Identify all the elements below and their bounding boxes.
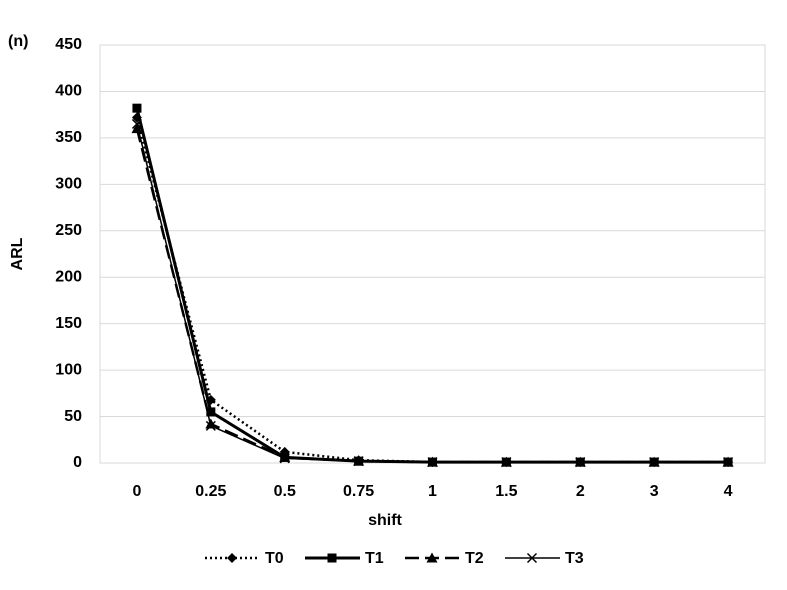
marker [206, 407, 216, 417]
x-tick-label: 2 [576, 483, 585, 500]
marker [575, 457, 586, 468]
legend-label: T3 [565, 550, 584, 567]
x-tick-label: 3 [650, 483, 659, 500]
x-tick-label: 0.25 [195, 483, 226, 500]
x-tick-label: 0.5 [274, 483, 296, 500]
y-tick-label: 100 [55, 361, 82, 378]
y-tick-label: 150 [55, 315, 82, 332]
plot-area [99, 44, 766, 464]
marker [205, 420, 216, 431]
legend-marker [227, 553, 237, 563]
legend-label: T2 [465, 550, 484, 567]
marker [132, 103, 142, 113]
marker [649, 457, 660, 468]
x-tick-label: 0.75 [343, 483, 374, 500]
legend-marker [426, 552, 438, 563]
y-axis-label: ARL [9, 237, 26, 270]
x-tick-label: 0 [132, 483, 141, 500]
y-tick-label: 400 [55, 83, 82, 100]
marker [723, 457, 734, 468]
marker [131, 118, 142, 129]
x-axis-label: shift [368, 512, 402, 529]
marker [353, 456, 364, 467]
marker [427, 457, 438, 468]
legend-label: T1 [365, 550, 384, 567]
legend-label: T0 [265, 550, 284, 567]
y-tick-label: 300 [55, 176, 82, 193]
y-tick-label: 200 [55, 268, 82, 285]
marker [131, 123, 143, 134]
y-tick-label: 0 [73, 454, 82, 471]
y-tick-label: 450 [55, 36, 82, 53]
series-line [135, 128, 729, 464]
y-tick-label: 350 [55, 129, 82, 146]
x-tick-label: 1 [428, 483, 437, 500]
marker [279, 451, 291, 462]
y-tick-label: 50 [64, 408, 82, 425]
x-tick-label: 1.5 [495, 483, 517, 500]
series-line [135, 107, 729, 464]
y-tick-label: 250 [55, 222, 82, 239]
annotation: (n) [8, 33, 28, 50]
series-line [135, 117, 729, 464]
marker [279, 453, 290, 464]
marker [501, 457, 512, 468]
legend-marker [526, 552, 538, 564]
legend-marker [327, 553, 337, 563]
x-tick-label: 4 [724, 483, 733, 500]
